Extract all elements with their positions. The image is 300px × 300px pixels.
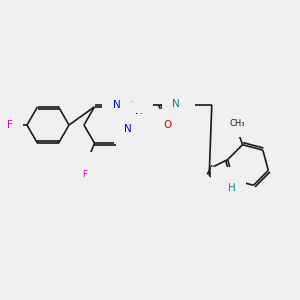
Text: N: N bbox=[112, 100, 120, 110]
Text: F: F bbox=[82, 170, 87, 179]
Text: H: H bbox=[228, 183, 236, 193]
Text: F: F bbox=[88, 161, 93, 170]
Text: N: N bbox=[221, 178, 229, 188]
Text: N: N bbox=[124, 124, 132, 134]
Text: H: H bbox=[177, 99, 185, 109]
Text: F: F bbox=[76, 161, 81, 170]
Text: N: N bbox=[172, 99, 180, 109]
Text: N: N bbox=[135, 112, 143, 122]
Text: CH₃: CH₃ bbox=[230, 119, 245, 128]
Text: O: O bbox=[164, 120, 172, 130]
Text: F: F bbox=[7, 120, 13, 130]
